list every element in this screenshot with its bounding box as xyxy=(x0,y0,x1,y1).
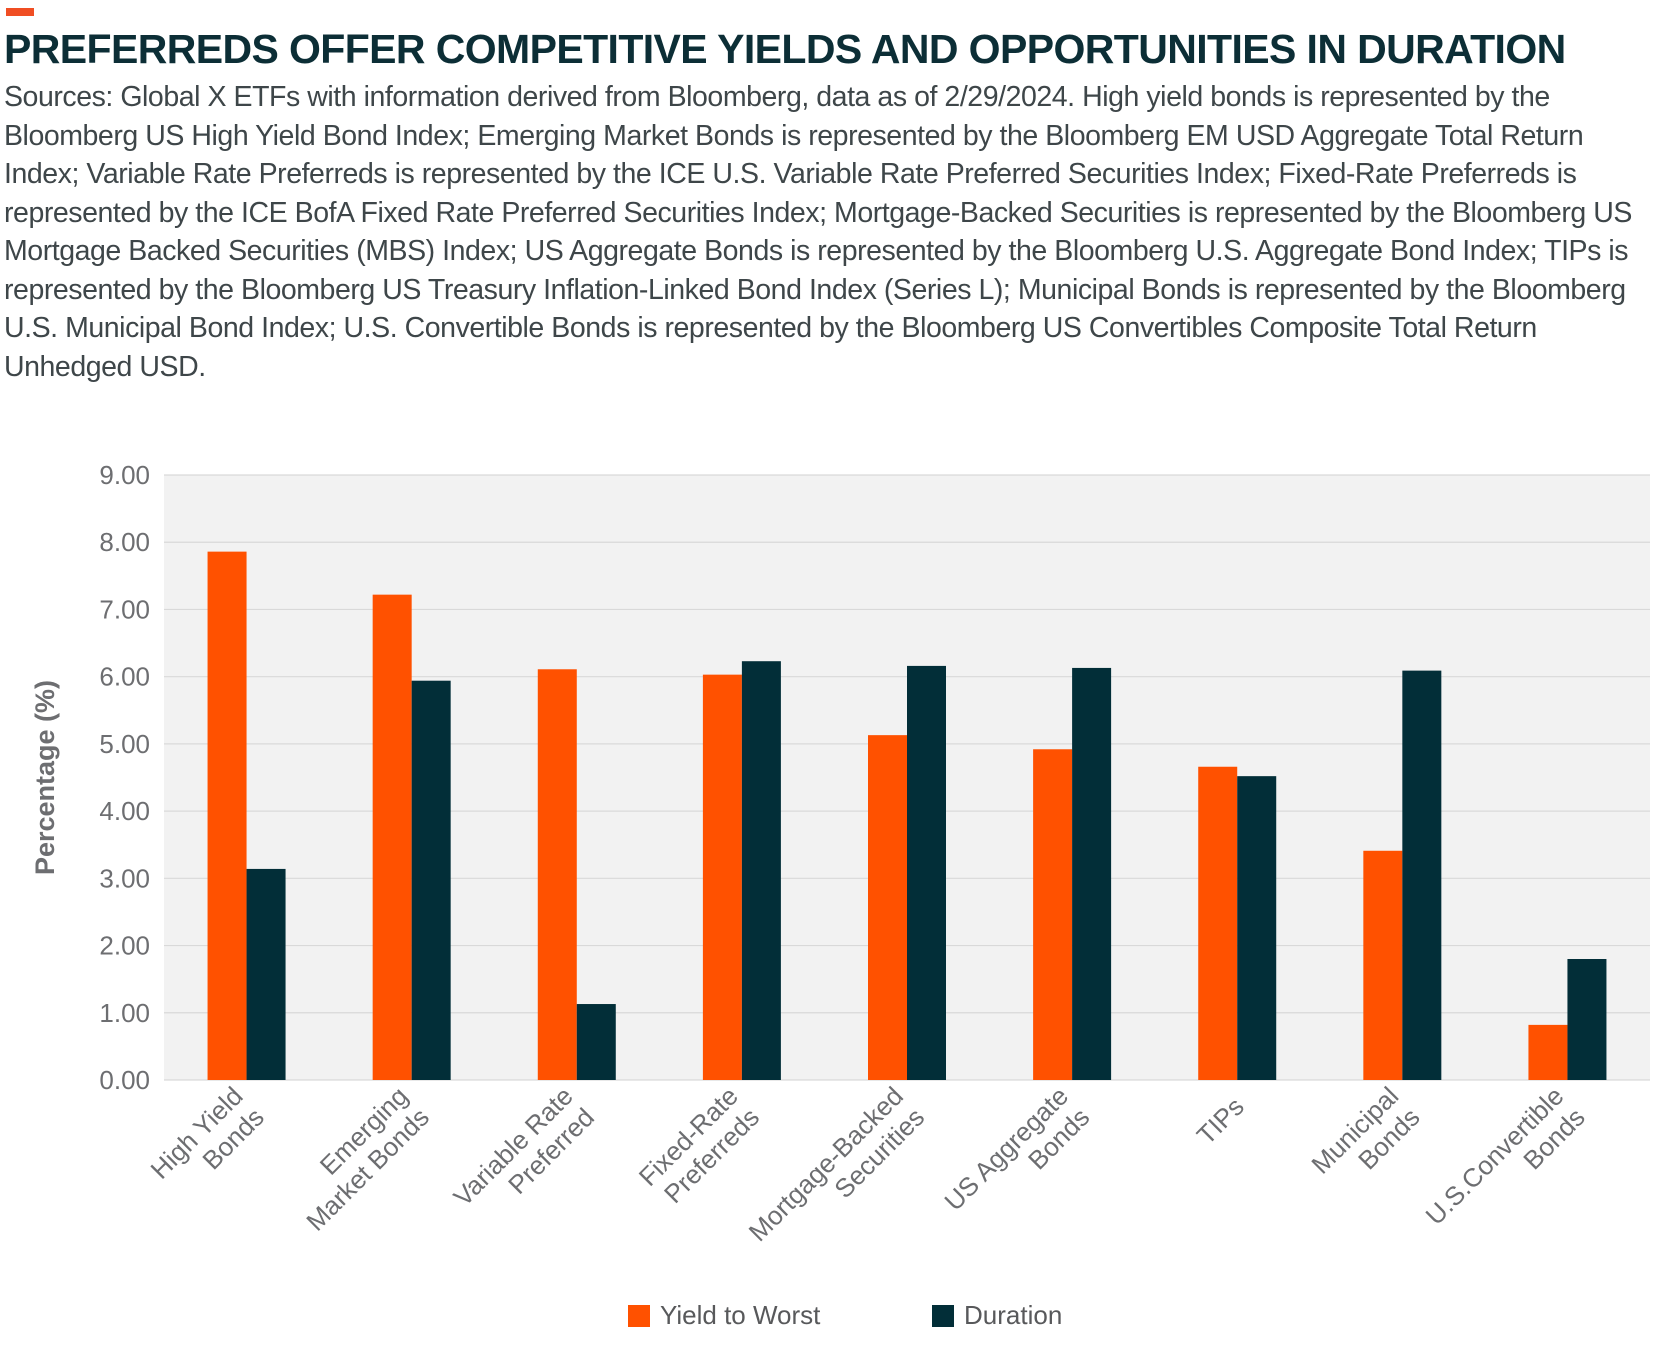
bar-yield-to-worst xyxy=(1528,1024,1568,1080)
bar-duration xyxy=(907,665,946,1080)
bar-yield-to-worst xyxy=(1033,749,1073,1080)
legend-swatch-yield-to-worst xyxy=(628,1304,650,1327)
bar-duration xyxy=(246,868,286,1080)
x-tick-label: TIPs xyxy=(1191,1091,1250,1150)
y-tick-label: 2.00 xyxy=(99,931,150,961)
y-tick-label: 3.00 xyxy=(99,863,150,893)
bar-yield-to-worst xyxy=(1198,766,1238,1080)
x-tick-label: EmergingMarket Bonds xyxy=(279,1081,435,1237)
legend-item-yield-to-worst: Yield to Worst xyxy=(628,1300,820,1331)
y-tick-label: 0.00 xyxy=(99,1065,150,1095)
bar-yield-to-worst xyxy=(372,594,412,1080)
bar-duration xyxy=(741,661,781,1080)
legend-label-yield-to-worst: Yield to Worst xyxy=(660,1300,821,1330)
x-tick-label-line: TIPs xyxy=(1191,1091,1250,1150)
chart-title: PREFERREDS OFFER COMPETITIVE YIELDS AND … xyxy=(4,26,1566,72)
y-axis-title: Percentage (%) xyxy=(30,680,60,875)
bar-yield-to-worst xyxy=(868,735,907,1080)
y-tick-label: 4.00 xyxy=(99,796,150,826)
x-tick-label: U.S.ConvertibleBonds xyxy=(1419,1081,1590,1252)
bar-duration xyxy=(1402,670,1442,1080)
y-tick-label: 8.00 xyxy=(99,527,150,557)
legend: Yield to Worst Duration xyxy=(0,1300,1668,1340)
y-tick-label: 5.00 xyxy=(99,729,150,759)
bar-yield-to-worst xyxy=(537,669,577,1080)
bar-yield-to-worst xyxy=(1363,850,1403,1080)
y-tick-label: 1.00 xyxy=(99,998,150,1028)
sources-note: Sources: Global X ETFs with information … xyxy=(4,81,1632,383)
bar-duration xyxy=(1567,959,1607,1080)
bar-duration xyxy=(411,680,451,1080)
legend-item-duration: Duration xyxy=(932,1300,1062,1331)
bar-yield-to-worst xyxy=(207,551,247,1080)
x-tick-label: Fixed-RatePreferreds xyxy=(633,1081,765,1213)
x-tick-label: US AggregateBonds xyxy=(938,1081,1095,1238)
x-tick-label: Variable RatePreferred xyxy=(448,1081,600,1233)
y-tick-label: 9.00 xyxy=(99,460,150,490)
x-tick-label: MunicipalBonds xyxy=(1305,1081,1425,1201)
legend-label-duration: Duration xyxy=(964,1300,1063,1330)
x-tick-label: Mortgage-BackedSecurities xyxy=(743,1081,931,1269)
x-tick-label: High YieldBonds xyxy=(145,1081,270,1206)
legend-swatch-duration xyxy=(932,1304,954,1327)
bar-duration xyxy=(1237,776,1277,1080)
y-tick-label: 7.00 xyxy=(99,594,150,624)
accent-mark xyxy=(6,8,34,16)
bar-yield-to-worst xyxy=(702,674,742,1080)
bar-duration xyxy=(576,1004,616,1080)
bar-chart: 0.00 1.00 2.00 3.00 4.00 5.00 6.00 7.00 8.00 9.00… xyxy=(30,460,1650,1269)
bar-duration xyxy=(1072,667,1112,1080)
y-tick-label: 6.00 xyxy=(99,662,150,692)
